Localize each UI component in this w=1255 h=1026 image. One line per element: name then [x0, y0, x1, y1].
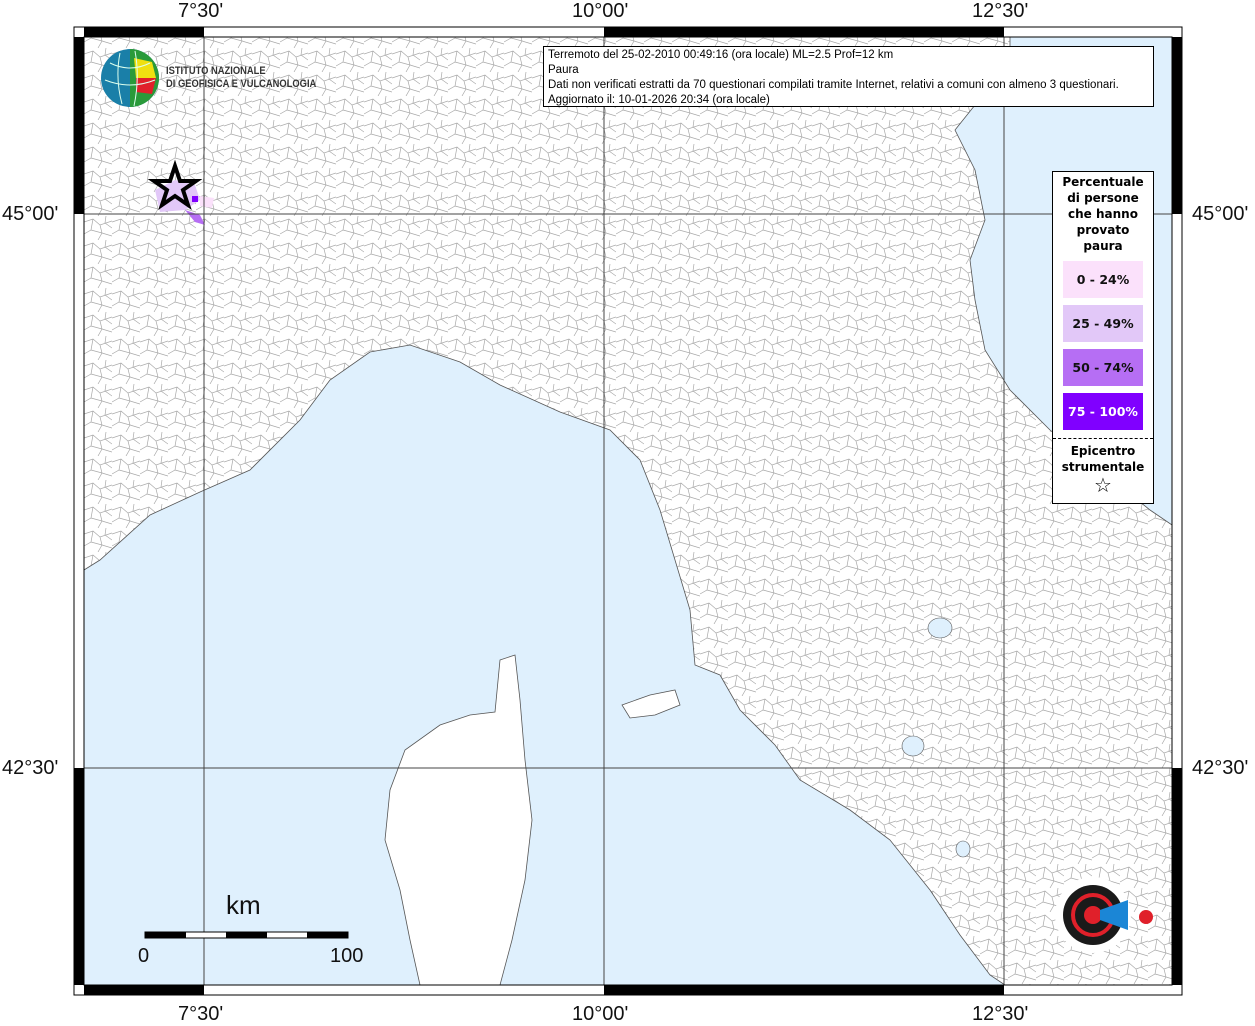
legend: Percentuale di persone che hanno provato…: [1052, 171, 1154, 504]
affected-area-75-100: [192, 196, 198, 202]
lon-tick-bottom-2: 10°00': [572, 1003, 629, 1025]
legend-title-line: di persone: [1067, 191, 1139, 205]
legend-item-25-49: 25 - 49%: [1063, 305, 1143, 342]
legend-item-50-74: 50 - 74%: [1063, 349, 1143, 386]
legend-title-line: Percentuale: [1062, 175, 1144, 189]
lon-tick-top-1: 7°30': [178, 0, 224, 22]
star-outline-icon: ☆: [1094, 473, 1112, 497]
ingv-name-line2: DI GEOFISICA E VULCANOLOGIA: [166, 78, 317, 90]
lon-tick-top-2: 10°00': [572, 0, 629, 22]
ingv-globe-icon: [101, 49, 159, 107]
lon-tick-bottom-3: 12°30': [972, 1003, 1029, 1025]
legend-epicenter-label: Epicentro: [1070, 444, 1136, 458]
ingv-name-line1: ISTITUTO NAZIONALE: [166, 65, 266, 77]
graticule: [84, 37, 1172, 985]
event-title: Terremoto del 25-02-2010 00:49:16 (ora l…: [548, 49, 894, 61]
hsit-logo: [1055, 877, 1153, 953]
lat-tick-right-2: 42°30': [1192, 757, 1249, 779]
elba-island: [621, 689, 681, 719]
affected-area-0-24: [200, 196, 214, 208]
epicenter-star-icon[interactable]: [147, 159, 203, 211]
lon-tick-top-3: 12°30': [972, 0, 1029, 22]
scale-end: 100: [330, 945, 364, 967]
event-info-box: Terremoto del 25-02-2010 00:49:16 (ora l…: [543, 46, 1154, 107]
legend-epicenter-label: strumentale: [1061, 460, 1145, 474]
ingv-logo: ISTITUTO NAZIONALE DI GEOFISICA E VULCAN…: [100, 48, 343, 108]
scale-start: 0: [138, 945, 150, 967]
legend-divider: [1053, 438, 1153, 439]
lon-tick-bottom-1: 7°30': [178, 1003, 224, 1025]
legend-title: Percentuale di persone che hanno provato…: [1053, 174, 1153, 254]
lat-tick-left-2: 42°30': [2, 757, 59, 779]
update-time: Aggiornato il: 10-01-2026 20:34 (ora loc…: [548, 94, 770, 106]
lat-tick-left-1: 45°00': [2, 203, 59, 225]
legend-title-line: che hanno: [1068, 207, 1138, 221]
map-frame: [73, 26, 1183, 996]
lat-tick-right-1: 45°00': [1192, 203, 1249, 225]
legend-item-75-100: 75 - 100%: [1063, 393, 1143, 430]
legend-title-line: provato: [1076, 223, 1130, 237]
corsica-island: [384, 654, 533, 986]
scale-unit: km: [226, 890, 261, 920]
scale-bar: [144, 931, 349, 939]
tyrrhenian-sea: [83, 344, 1007, 986]
data-note: Dati non verificati estratti da 70 quest…: [548, 79, 1119, 91]
legend-title-line: paura: [1083, 239, 1123, 253]
legend-item-0-24: 0 - 24%: [1063, 261, 1143, 298]
map-type: Paura: [548, 64, 579, 76]
